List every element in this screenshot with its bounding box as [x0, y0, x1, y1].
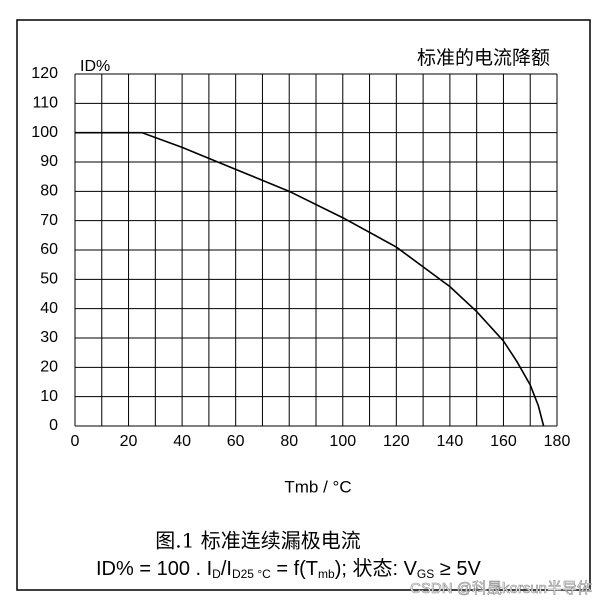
frame [16, 19, 591, 591]
x-tick-label: 20 [120, 433, 138, 450]
y-tick-label: 80 [40, 183, 58, 200]
y-tick-label: 10 [40, 388, 58, 405]
x-tick-label: 160 [490, 433, 517, 450]
y-tick-label: 20 [40, 359, 58, 376]
y-tick-label: 40 [40, 300, 58, 317]
y-tick-label: 120 [31, 65, 58, 82]
y-tick-label: 50 [40, 271, 58, 288]
formula-part: = f(T [271, 558, 318, 580]
x-tick-label: 140 [437, 433, 464, 450]
formula-part: ≥ 5V [434, 558, 481, 580]
chart-title: 标准的电流降额 [417, 47, 550, 69]
x-axis-label: Tmb / °C [284, 477, 351, 496]
data-line [75, 131, 545, 427]
x-tick-label: 180 [544, 433, 571, 450]
y-axis-label: ID% [80, 58, 110, 75]
formula-sub: mb [318, 567, 335, 581]
y-tick-label: 100 [31, 124, 58, 141]
x-tick-label: 100 [329, 433, 356, 450]
x-tick-label: 60 [227, 433, 245, 450]
formula-part: /I [221, 558, 232, 580]
formula: ID% = 100 . ID/ID25 °C = f(Tmb); 状态: VGS… [96, 557, 481, 581]
x-tick-label: 40 [173, 433, 191, 450]
watermark: CSDN @科晟korsun半导体 [410, 580, 592, 597]
formula-part: ID% = 100 . I [96, 558, 212, 580]
x-tick-label: 0 [71, 433, 80, 450]
y-tick-label: 30 [40, 329, 58, 346]
caption: 图.1 标准连续漏极电流 [155, 529, 360, 553]
y-tick-label: 0 [49, 417, 58, 434]
formula-sub: D25 °C [232, 567, 271, 581]
x-tick-label: 120 [383, 433, 410, 450]
formula-part: ); 状态: V [335, 557, 418, 580]
y-tick-label: 60 [40, 241, 58, 258]
y-tick-label: 70 [40, 212, 58, 229]
y-tick-label: 90 [40, 153, 58, 170]
formula-sub: D [212, 567, 221, 581]
x-tick-label: 80 [280, 433, 298, 450]
y-tick-label: 110 [32, 95, 58, 112]
formula-sub: GS [417, 567, 434, 581]
